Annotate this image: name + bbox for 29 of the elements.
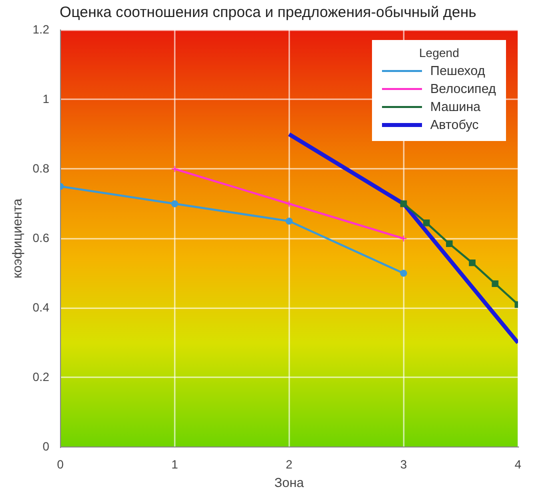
x-tick-label: 0 (56, 458, 64, 472)
point (400, 200, 407, 208)
point (446, 240, 453, 248)
y-axis-title: коэфициента (9, 198, 24, 278)
x-tick-label: 2 (286, 458, 293, 472)
point (423, 220, 430, 226)
legend-label: Автобус (430, 117, 479, 132)
y-tick-label: 0.2 (32, 370, 50, 384)
legend-title: Legend (418, 46, 460, 60)
legend-label: Велосипед (430, 81, 496, 96)
y-tick-label: 0.8 (32, 161, 50, 176)
point (286, 218, 293, 225)
x-axis-title: Зона (274, 474, 305, 490)
point (171, 200, 178, 208)
x-tick-label: 4 (514, 458, 522, 472)
y-tick-label: 1 (42, 92, 50, 106)
x-tick-label: 1 (171, 458, 178, 472)
legend-label: Пешеход (430, 63, 486, 78)
x-tick-label: 3 (400, 458, 408, 472)
y-tick-label: 0.6 (32, 230, 50, 245)
y-tick-label: 1.2 (32, 22, 50, 36)
point (400, 270, 408, 277)
point (492, 280, 498, 288)
y-tick-label: 0 (42, 439, 50, 454)
point (286, 200, 293, 208)
legend-label: Машина (430, 99, 481, 114)
chart-title: Оценка соотношения спроса и предложения-обычный день (58, 4, 478, 21)
point (468, 259, 476, 266)
y-tick-label: 0.4 (32, 300, 50, 314)
